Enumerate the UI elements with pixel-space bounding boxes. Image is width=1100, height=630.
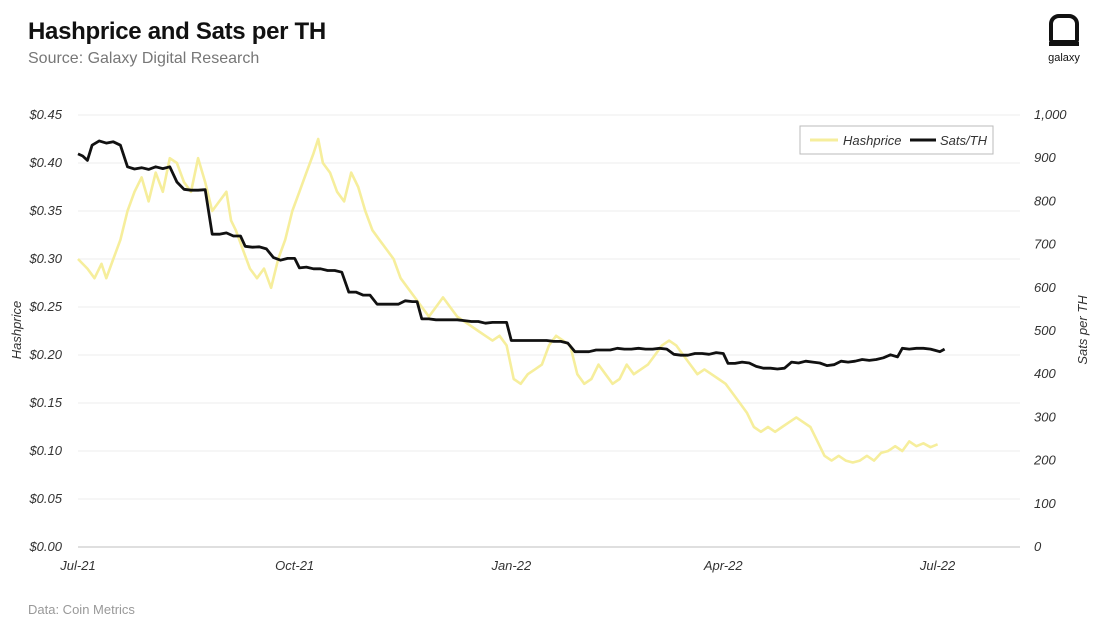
y-left-tick-label: $0.40 (28, 155, 62, 170)
y-right-tick-label: 800 (1034, 193, 1056, 208)
y-right-tick-label: 500 (1034, 323, 1056, 338)
y-left-tick-label: $0.45 (28, 107, 62, 122)
legend-label-sats: Sats/TH (940, 133, 988, 148)
y-right-tick-label: 0 (1034, 539, 1042, 554)
page-subtitle: Source: Galaxy Digital Research (28, 50, 260, 67)
galaxy-logo: galaxy (1040, 12, 1088, 72)
series-lines (77, 137, 946, 464)
y-axis-right-title: Sats per TH (1075, 295, 1090, 365)
y-left-tick-label: $0.30 (28, 251, 62, 266)
y-right-tick-label: 1,000 (1034, 107, 1067, 122)
galaxy-logo-icon (1049, 14, 1079, 46)
y-left-tick-label: $0.35 (28, 203, 62, 218)
y-left-tick-label: $0.15 (28, 395, 62, 410)
data-source: Data: Coin Metrics (28, 602, 135, 617)
y-axis-left-title: Hashprice (9, 301, 24, 360)
y-left-tick-label: $0.20 (28, 347, 62, 362)
page-title: Hashprice and Sats per TH (28, 18, 326, 45)
legend-label-hashprice: Hashprice (843, 133, 902, 148)
series-line-sats-per-th (77, 139, 946, 371)
legend-box (799, 125, 994, 155)
x-tick-label: Oct-21 (275, 558, 314, 573)
x-tick-label: Jul-21 (59, 558, 95, 573)
x-tick-label: Jul-22 (919, 558, 956, 573)
y-left-tick-label: $0.10 (28, 443, 62, 458)
logo-text: galaxy (1048, 52, 1080, 64)
series-line-hashprice (77, 137, 939, 464)
x-tick-label: Jan-22 (490, 558, 532, 573)
y-right-tick-label: 200 (1033, 453, 1056, 468)
y-left-tick-label: $0.00 (28, 539, 62, 554)
y-right-tick-label: 900 (1034, 150, 1056, 165)
grid-lines (78, 114, 1020, 548)
y-left-tick-label: $0.05 (28, 491, 62, 506)
y-right-tick-label: 600 (1034, 280, 1056, 295)
y-right-tick-label: 400 (1034, 366, 1056, 381)
x-tick-label: Apr-22 (703, 558, 744, 573)
x-axis: Jul-21 Oct-21 Jan-22 Apr-22 Jul-22 (59, 558, 956, 573)
y-right-tick-label: 300 (1034, 409, 1056, 424)
y-right-tick-label: 700 (1034, 237, 1056, 252)
y-axis-right: 0 100 200 300 400 500 600 700 800 900 1,000 (1033, 107, 1067, 554)
legend: Hashprice Sats/TH (799, 125, 994, 155)
y-left-tick-label: $0.25 (28, 299, 62, 314)
y-axis-left: $0.00 $0.05 $0.10 $0.15 $0.20 $0.25 $0.30 $0.35… (28, 107, 62, 554)
y-right-tick-label: 100 (1034, 496, 1056, 511)
